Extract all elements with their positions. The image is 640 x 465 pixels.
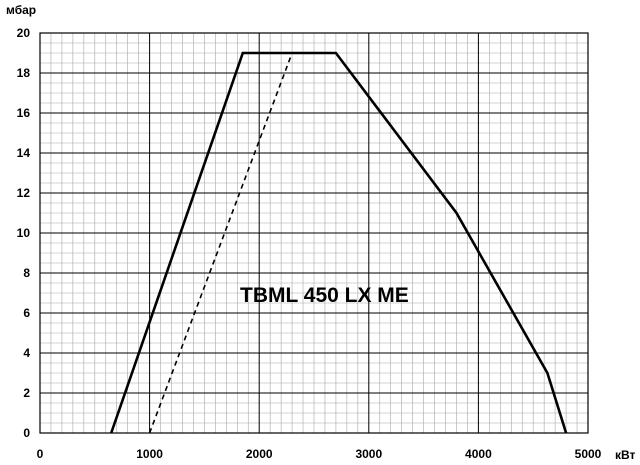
x-tick-label: 4000 [465,447,492,461]
y-tick-label: 8 [23,266,30,280]
y-tick-label: 2 [23,386,30,400]
y-tick-label: 16 [17,106,31,120]
y-axis-label: мбар [6,3,36,17]
x-tick-label: 3000 [355,447,382,461]
plot-frame [39,32,589,434]
y-tick-label: 6 [23,306,30,320]
x-tick-label: 0 [37,447,44,461]
series-layer [109,51,568,434]
y-tick-label: 10 [17,226,31,240]
x-tick-label: 5000 [575,447,602,461]
solid-series-line [109,51,568,434]
major-gridlines [39,32,589,434]
y-tick-label: 14 [17,146,31,160]
y-tick-label: 4 [23,346,30,360]
chart-title: TBML 450 LX ME [240,284,409,307]
dashed-series-line [148,52,293,434]
tick-labels: 0 1000 2000 3000 4000 5000 0 2 4 6 8 10 12 14 16 18 20 [17,26,602,461]
y-tick-label: 12 [17,186,31,200]
y-tick-label: 0 [23,426,30,440]
y-tick-label: 18 [17,66,31,80]
x-tick-label: 2000 [246,447,273,461]
x-axis-label: кВт [615,448,636,462]
y-tick-label: 20 [17,26,31,40]
x-tick-label: 1000 [136,447,163,461]
